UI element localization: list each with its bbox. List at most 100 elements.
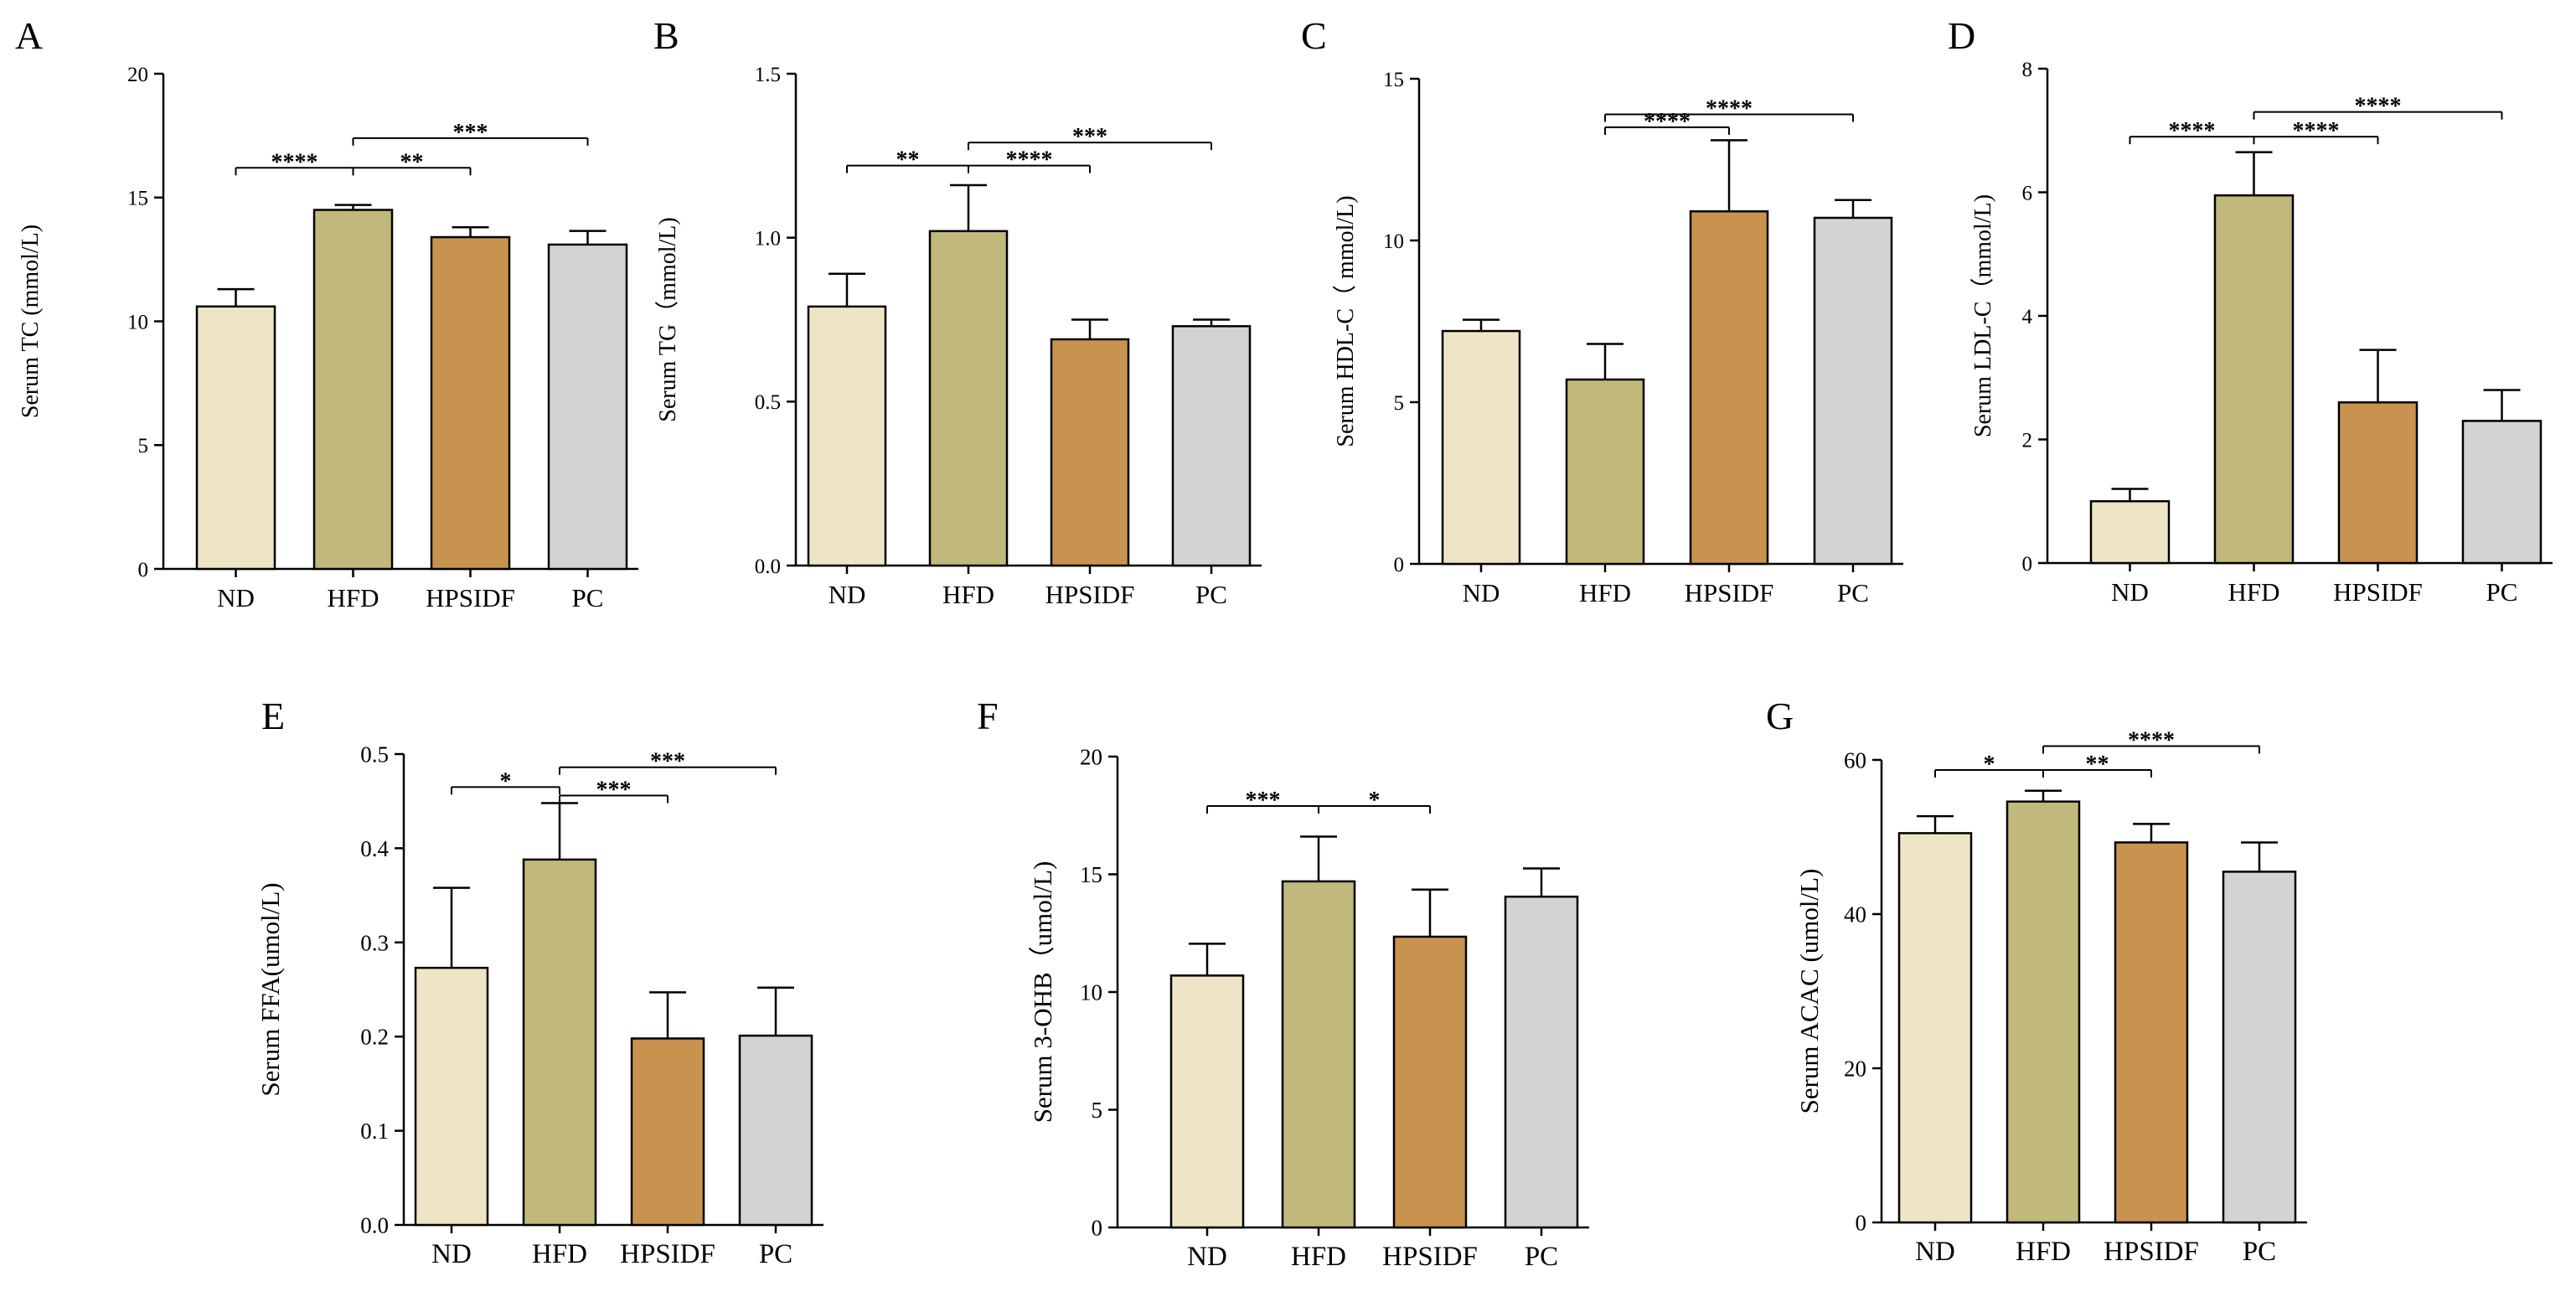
x-tick-label: HPSIDF	[2333, 577, 2423, 607]
x-tick-label: ND	[1187, 1242, 1227, 1272]
significance-label: ***	[1072, 124, 1107, 150]
x-tick-label: ND	[1915, 1237, 1955, 1267]
significance-label: ***	[1246, 788, 1281, 814]
bar-hfd	[928, 230, 1009, 567]
x-tick-label: HFD	[327, 583, 379, 612]
significance-label: ****	[271, 149, 318, 175]
bar-nd	[414, 966, 489, 1227]
y-tick-label: 4	[2022, 306, 2033, 328]
significance-label: ***	[650, 749, 685, 775]
y-tick-label: 0.0	[755, 555, 781, 578]
bar-hfd	[2213, 194, 2295, 565]
significance-label: ****	[2293, 118, 2340, 144]
x-tick-label: ND	[217, 583, 255, 612]
y-tick-label: 0.2	[360, 1025, 389, 1050]
x-tick-label: PC	[2486, 577, 2518, 607]
y-tick-label: 15	[1383, 69, 1404, 91]
significance-label: **	[400, 149, 424, 175]
y-axis-label: Serum 3-OHB（umol/L)	[1028, 861, 1057, 1124]
y-axis-label: Serum LDL-C（mmol/L)	[1969, 194, 1996, 437]
x-tick-label: HFD	[532, 1239, 587, 1269]
y-tick-label: 2	[2022, 429, 2033, 452]
x-tick-label: HFD	[942, 580, 994, 609]
bar-hfd	[2006, 800, 2081, 1224]
x-tick-label: PC	[1837, 578, 1869, 607]
y-tick-label: 15	[1080, 862, 1102, 887]
x-tick-label: HPSIDF	[426, 583, 515, 612]
bar-pc	[1504, 895, 1579, 1229]
x-tick-label: ND	[431, 1239, 472, 1269]
x-tick-label: HPSIDF	[620, 1239, 715, 1269]
bar-nd	[1169, 974, 1245, 1229]
panel-letter: E	[261, 695, 285, 737]
y-tick-label: 10	[1080, 979, 1102, 1005]
y-tick-label: 0	[138, 559, 149, 581]
panel-letter: F	[977, 695, 999, 737]
y-tick-label: 5	[1092, 1098, 1103, 1123]
significance-label: ****	[1006, 147, 1053, 173]
y-axis-label: Serum ACAC (umol/L)	[1794, 869, 1824, 1114]
y-tick-label: 15	[127, 188, 148, 210]
panel-g: G 0 20 40 60 Serum ACAC (umol/L) ND HFD HPSIDF PC…	[1766, 695, 2307, 1267]
significance-label: ***	[453, 120, 488, 146]
significance-label: *	[1984, 752, 1995, 778]
bar-hpsidf	[1689, 210, 1769, 566]
y-tick-label: 0	[1856, 1210, 1867, 1235]
x-tick-label: HFD	[2016, 1237, 2071, 1267]
significance-label: ***	[596, 777, 632, 803]
bar-nd	[195, 305, 276, 571]
y-tick-label: 20	[1844, 1056, 1866, 1081]
bar-hpsidf	[1050, 338, 1130, 567]
bar-hfd	[312, 209, 394, 571]
panel-letter: D	[1948, 14, 1975, 57]
bar-hpsidf	[2337, 401, 2419, 565]
x-tick-label: HPSIDF	[1382, 1242, 1478, 1272]
y-tick-label: 1.0	[755, 227, 781, 250]
bar-hpsidf	[2114, 841, 2189, 1224]
y-tick-label: 20	[127, 64, 148, 86]
x-tick-label: HPSIDF	[2104, 1237, 2199, 1267]
significance-label: ****	[2355, 94, 2402, 120]
panel-f: F 0 5 10 15 20 Serum 3-OHB（umol/L) ND HFD HPSIDF P…	[977, 695, 1589, 1272]
y-tick-label: 0	[1092, 1215, 1103, 1240]
x-tick-label: PC	[759, 1239, 792, 1269]
y-tick-label: 1.5	[755, 64, 781, 86]
significance-label: ****	[2169, 118, 2216, 144]
x-tick-label: PC	[1195, 580, 1227, 609]
y-tick-label: 10	[127, 311, 148, 333]
significance-label: ****	[1644, 109, 1691, 135]
y-tick-label: 10	[1383, 230, 1404, 253]
x-tick-label: HFD	[2228, 577, 2279, 607]
y-tick-label: 0	[2022, 553, 2033, 576]
y-tick-label: 0.1	[360, 1119, 389, 1144]
y-axis-label: Serum TG（mmol/L)	[654, 217, 681, 421]
bar-nd	[2089, 500, 2171, 565]
bar-hpsidf	[1392, 935, 1468, 1229]
x-tick-label: ND	[829, 580, 866, 609]
x-tick-label: HPSIDF	[1045, 580, 1135, 609]
y-tick-label: 20	[1080, 744, 1102, 769]
significance-label: *	[1369, 788, 1381, 814]
panel-e: E 0.0 0.1 0.2 0.3 0.4 0.5 Serum FFA(umol/L) ND HF…	[256, 695, 823, 1269]
bar-hfd	[1281, 880, 1356, 1229]
y-tick-label: 0.3	[360, 930, 389, 955]
y-axis-label: Serum HDL-C（ mmol/L)	[1332, 195, 1359, 447]
y-tick-label: 60	[1844, 747, 1866, 773]
bar-hfd	[1565, 378, 1645, 566]
panel-d: D 0 2 4 6 8 Serum LDL-C（mmol/L) ND HFD HPSIDF PC **…	[1948, 14, 2553, 607]
significance-label: ****	[2128, 727, 2175, 753]
bar-pc	[547, 243, 628, 571]
bar-pc	[2222, 871, 2297, 1224]
y-tick-label: 0.5	[755, 391, 781, 414]
bar-nd	[807, 305, 887, 567]
significance-label: *	[500, 768, 512, 794]
y-tick-label: 0.5	[360, 742, 389, 767]
panel-a: A 0 5 10 15 20 Serum TC (mmol/L) ND HFD HPSIDF PC *…	[15, 14, 638, 612]
x-tick-label: ND	[2111, 577, 2149, 607]
bar-pc	[1171, 325, 1252, 567]
significance-label: **	[896, 147, 920, 173]
y-axis-label: Serum FFA(umol/L)	[256, 882, 285, 1096]
panel-c: C 0 5 10 15 Serum HDL-C（ mmol/L) ND HFD HPSIDF PC…	[1301, 14, 1903, 607]
x-tick-label: PC	[1525, 1242, 1558, 1272]
bar-nd	[1897, 832, 1973, 1224]
